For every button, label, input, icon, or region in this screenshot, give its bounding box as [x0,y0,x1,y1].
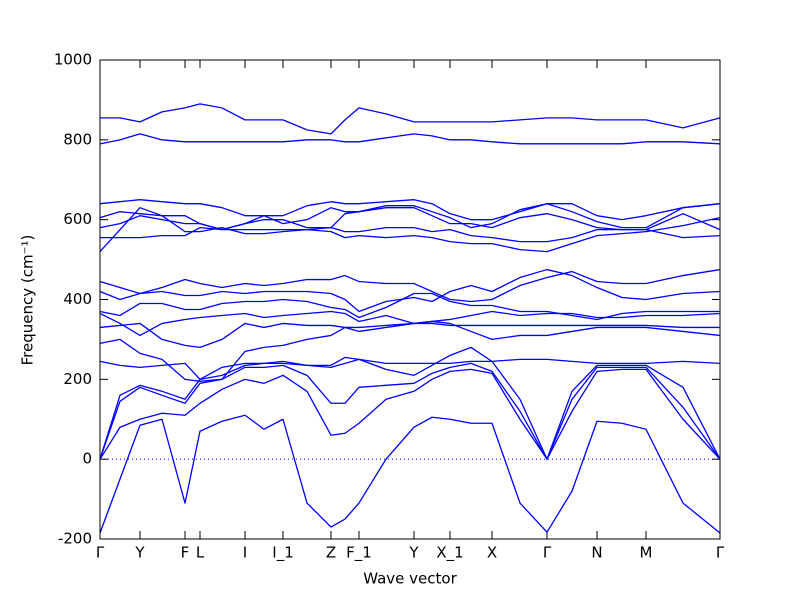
band-line [99,203,721,231]
x-tick-label: X_1 [436,544,463,563]
band-line [99,368,721,460]
x-axis-label: Wave vector [363,570,457,588]
x-tick-label: Y [408,544,419,562]
band-line [99,322,720,349]
x-tick-label: X [487,544,497,562]
band-line [99,320,721,382]
x-tick-label: L [196,544,205,562]
x-tick-label: Z [326,544,336,562]
x-tick-label: Γ [543,544,552,562]
x-tick-label: F [181,544,190,562]
y-tick-label: -200 [58,530,92,548]
band-line [100,226,721,243]
y-tick-label: 0 [82,450,92,468]
y-tick-label: 800 [63,130,92,148]
y-tick-label: 600 [63,210,92,228]
x-tick-label: N [591,544,602,562]
band-line [99,292,720,321]
band-line [99,207,721,231]
x-tick-label: I [243,544,247,562]
band-line [99,268,721,303]
plot-frame [99,59,721,540]
y-tick-label: 400 [63,290,92,308]
y-axis-label: Frequency (cm⁻¹) [19,235,37,366]
x-tick-label: M [640,544,653,562]
x-tick-label: Y [134,544,145,562]
band-line [99,356,721,380]
y-tick-label: 1000 [54,51,92,69]
band-line [100,103,721,135]
band-line [99,414,721,534]
band-line [99,346,721,460]
x-tick-label: Γ [96,544,105,562]
x-tick-label: I_1 [272,544,293,563]
band-line [99,362,721,460]
band-line [99,199,721,221]
x-tick-label: Γ [716,544,725,562]
band-line [99,133,721,145]
band-line [99,268,721,313]
x-tick-label: F_1 [346,544,372,563]
band-line [99,310,721,337]
y-tick-label: 200 [63,370,92,388]
